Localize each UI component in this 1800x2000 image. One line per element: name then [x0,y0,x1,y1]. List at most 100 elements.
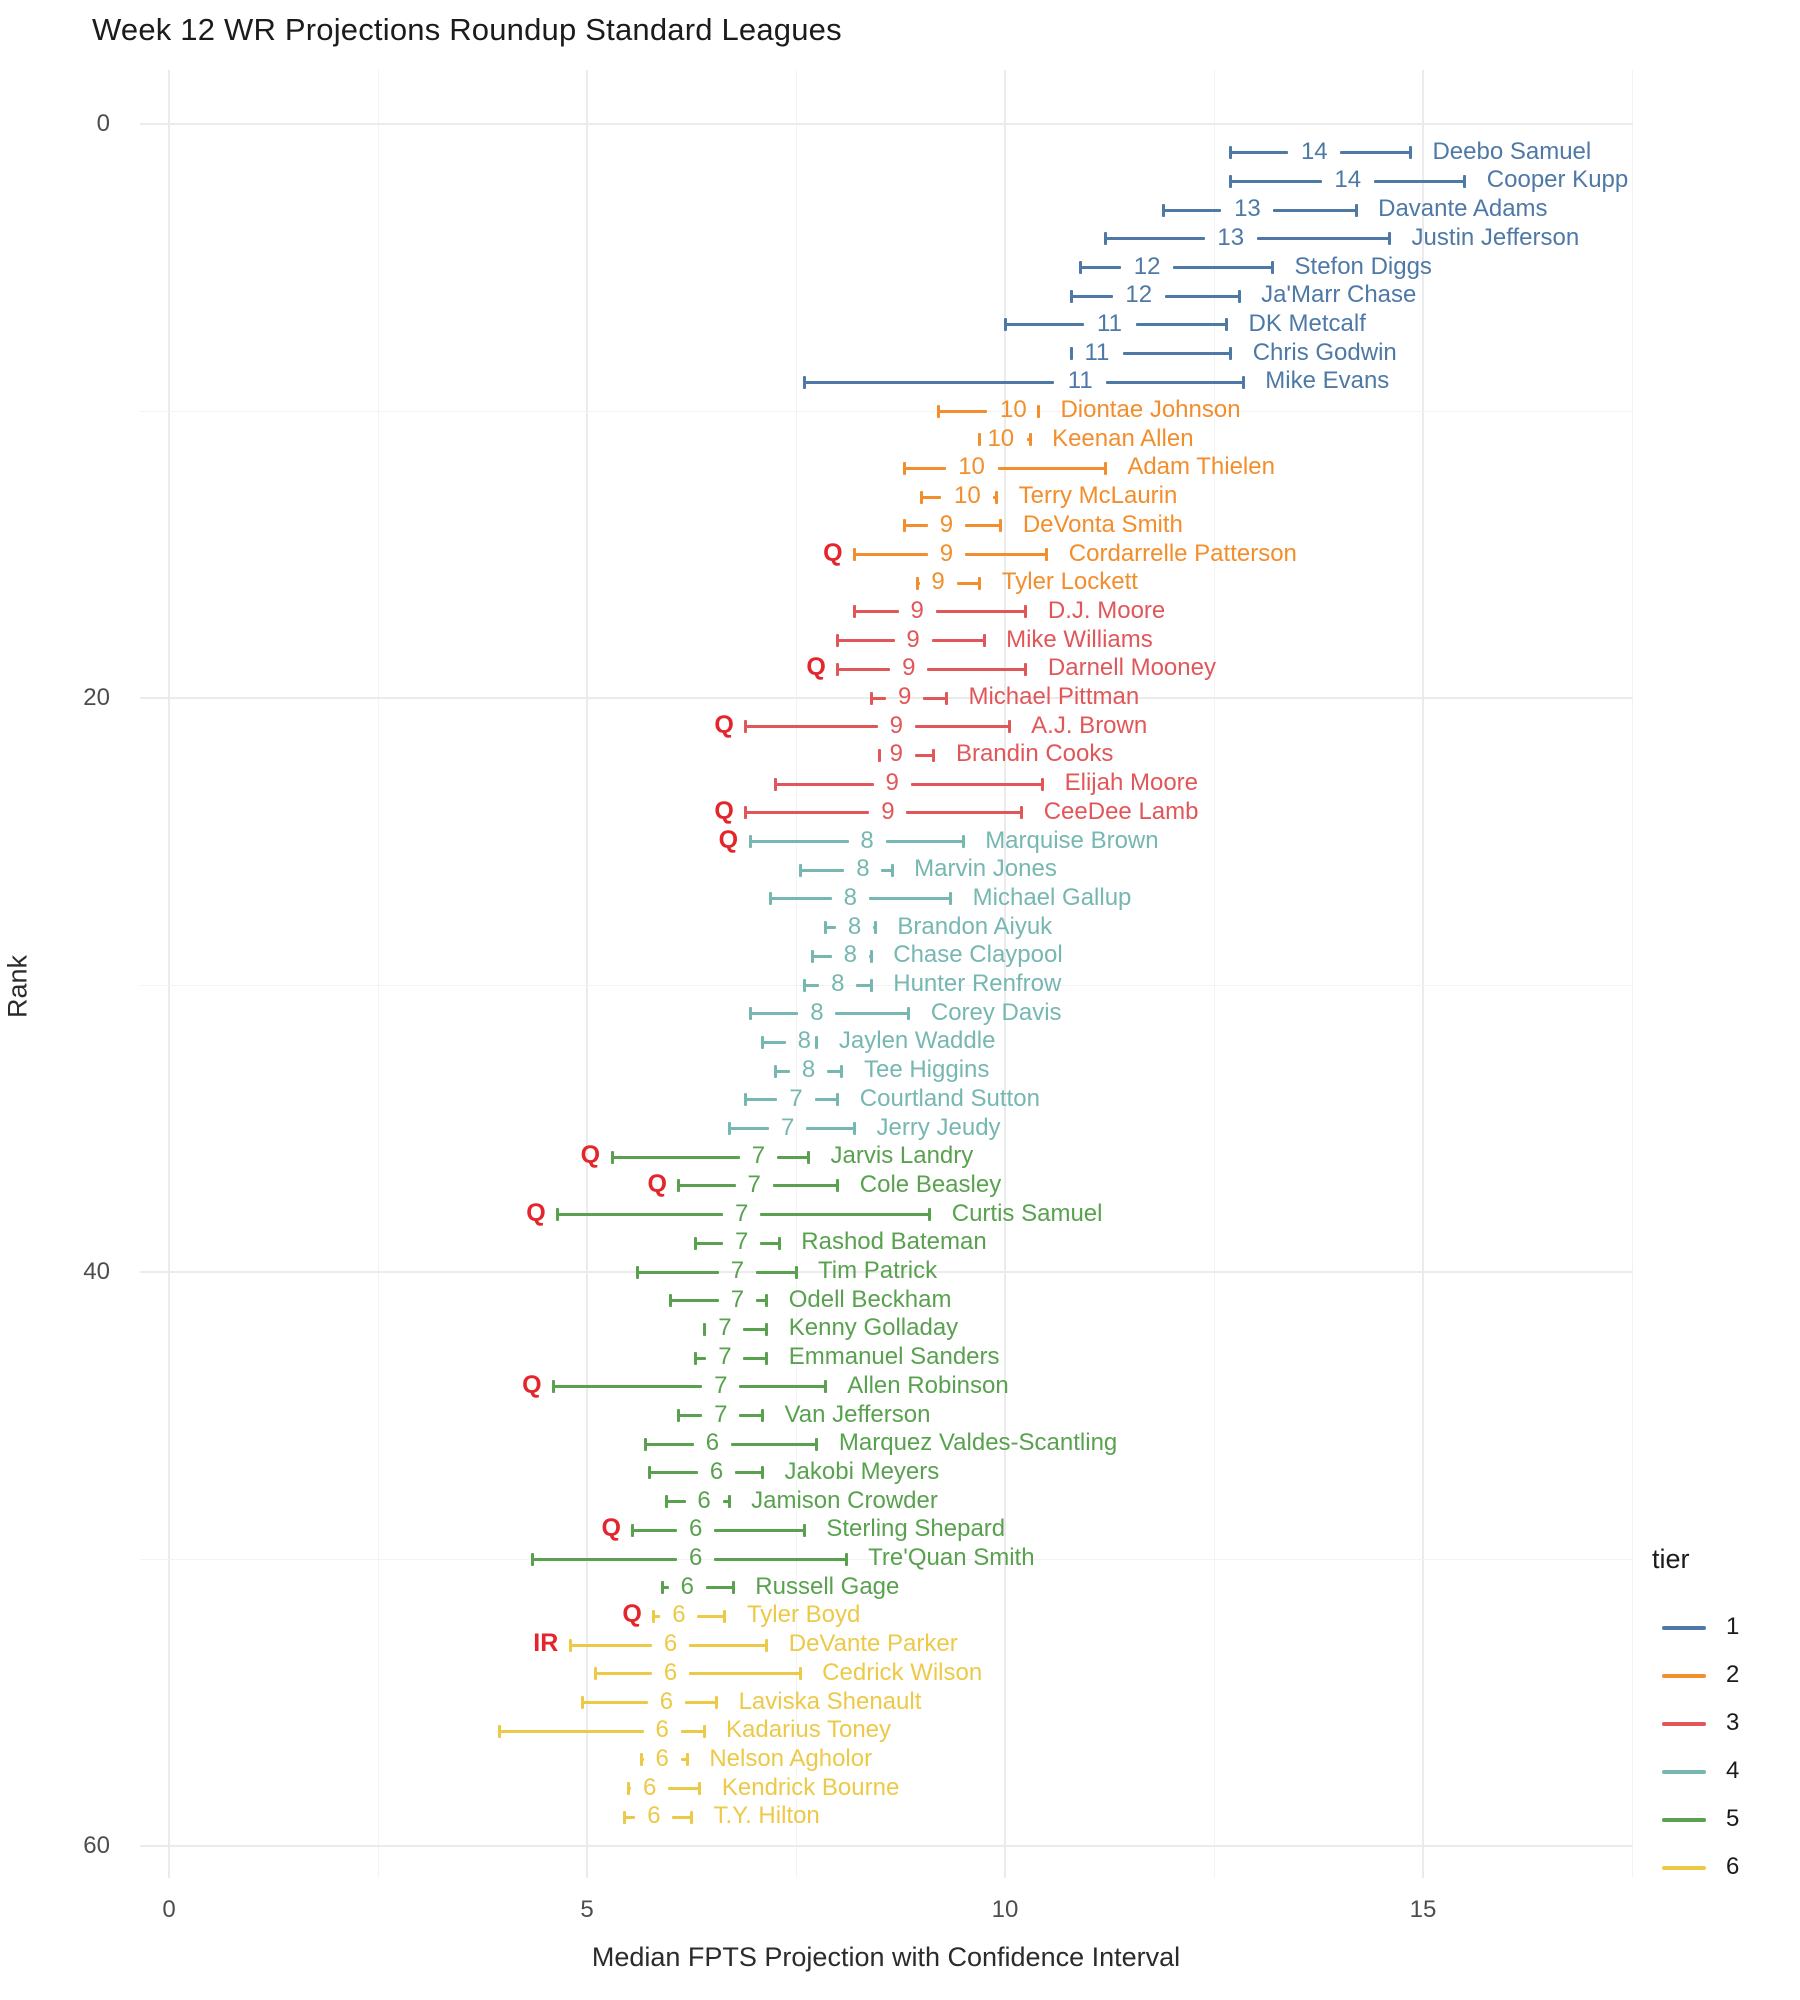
ci-cap-left [798,863,802,877]
y-tick-label: 20 [83,684,110,711]
ci-cap-left [1003,318,1007,332]
gridline-y [140,1845,1633,1847]
ci-cap-right [1103,461,1107,475]
ci-cap-right [1225,318,1229,332]
ci-cap-left [761,1035,765,1049]
gridline-x-minor [795,70,797,1878]
ci-cap-left [669,1294,673,1308]
ci-cap-left [581,1696,585,1709]
player-name: Marquise Brown [985,826,1159,854]
y-axis-title: Rank [2,954,33,1019]
median-label: 14 [1334,166,1362,194]
median-label: 11 [1097,309,1122,337]
gridline-x-minor [377,70,379,1878]
player-name: Emmanuel Sanders [788,1343,1000,1371]
injury-flag: Q [522,1370,542,1399]
ci-line-right [760,1213,930,1217]
ci-cap-right [702,1724,706,1738]
ci-cap-right [1007,720,1011,734]
ci-cap-right [690,1810,693,1824]
median-label: 6 [680,1572,694,1600]
gridline-y [140,123,1633,125]
median-label: 6 [643,1773,657,1801]
ci-line-right [730,1442,817,1446]
ci-line-left [678,1184,736,1188]
player-name: CeeDee Lamb [1043,797,1199,825]
median-label: 10 [1000,396,1027,423]
median-label: 7 [789,1084,803,1112]
ci-line-right [993,495,997,499]
median-label: 12 [1133,252,1161,280]
player-name: Marquez Valdes-Scantling [838,1429,1118,1457]
median-label: 9 [939,539,954,567]
injury-flag: Q [622,1600,642,1629]
ci-line-right [814,1098,838,1102]
ci-line-left [770,897,832,901]
ci-line-right [1164,294,1240,298]
ci-cap-right [840,1064,844,1078]
player-name: Mike Evans [1265,367,1390,395]
player-name: Diontae Johnson [1060,396,1241,423]
ci-line-right [697,1614,725,1618]
ci-cap-right [815,1437,819,1451]
player-name: Jarvis Landry [830,1142,974,1170]
player-name: Rashod Bateman [801,1228,987,1256]
ci-line-left [570,1643,653,1647]
ci-cap-right [765,1294,769,1308]
ci-cap-right [1241,375,1245,389]
ci-cap-right [869,949,873,963]
ci-line-right [827,1069,842,1073]
ci-line-right [714,1557,847,1561]
ci-line-left [1105,237,1205,241]
ci-cap-right [761,1409,765,1422]
ci-cap-left [773,777,777,791]
legend-item-label: 6 [1726,1853,1740,1880]
ci-line-right [739,1414,763,1417]
player-name: Jakobi Meyers [784,1457,940,1485]
ci-cap-left [593,1667,597,1681]
ci-line-right [1173,266,1273,269]
ci-cap-left [811,949,815,963]
ci-line-right [1256,237,1390,241]
median-label: 10 [954,482,981,510]
median-label: 6 [709,1457,724,1485]
player-name: Van Jefferson [784,1400,931,1428]
ci-line-right [735,1471,763,1475]
ci-line-left [553,1385,703,1389]
median-label: 8 [797,1027,812,1055]
ci-cap-right [907,1007,911,1021]
ci-line-right [689,1672,801,1676]
injury-flag: Q [714,710,734,739]
ci-line-left [904,466,946,470]
ci-cap-left [497,1724,501,1738]
ci-cap-left [639,1753,643,1767]
legend-item-label: 3 [1726,1709,1740,1736]
ci-line-right [835,1012,909,1016]
ci-cap-right [802,1523,806,1537]
ci-line-right [885,840,964,843]
median-label: 6 [688,1544,703,1571]
ci-cap-right [1041,777,1045,791]
median-label: 7 [751,1142,766,1170]
ci-cap-right [765,1322,769,1336]
median-label: 6 [672,1601,686,1629]
ci-cap-right [932,748,936,762]
player-name: Mike Williams [1006,625,1153,653]
ci-line-left [775,1069,791,1073]
gridline-x [586,70,588,1878]
ci-cap-right [1020,806,1024,820]
ci-line-right [997,466,1106,470]
ci-line-left [804,983,820,987]
ci-line-right [714,1528,805,1532]
ci-cap-right [928,1208,932,1222]
player-name: Tyler Boyd [746,1601,861,1629]
ci-cap-left [903,519,907,533]
ci-line-right [1273,208,1357,212]
y-tick-label: 0 [96,110,110,137]
median-label: 8 [847,912,862,940]
ci-line-left [762,1040,786,1044]
ci-cap-right [1408,146,1412,160]
ci-line-right [914,725,1010,729]
ci-line-left [649,1471,699,1475]
median-label: 7 [734,1228,749,1256]
